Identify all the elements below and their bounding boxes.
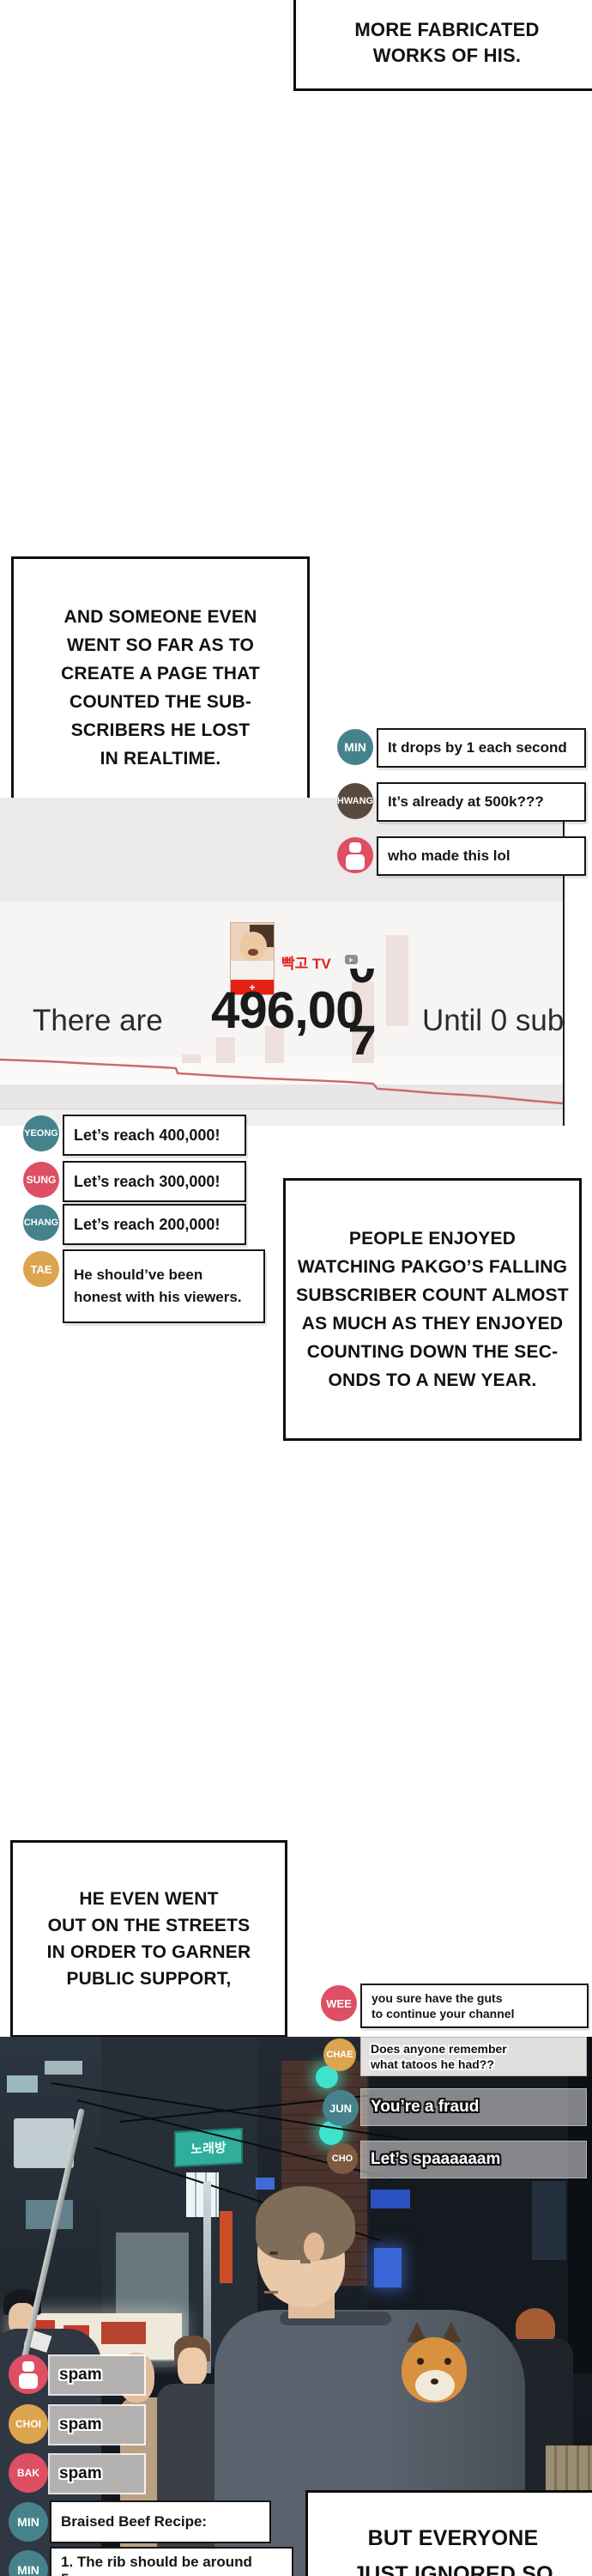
avatar-choi: CHOI [9,2404,48,2444]
chat-bubble: Braised Beef Recipe: [50,2500,271,2543]
avatar-face [239,932,267,961]
sign-red-text [101,2322,146,2344]
fox-nose [431,2379,438,2385]
chat-bubble: 1. The rib should be around 5cm... [50,2547,293,2576]
chat-bubble: Does anyone remember what tatoos he had?… [360,2037,587,2076]
avatar-chang: CHANG [23,1205,59,1241]
blue-sign [371,2190,410,2208]
decor-bar [386,935,408,1026]
decor-bar [352,981,374,1063]
chat-bubble: Let’s reach 400,000! [63,1115,246,1156]
neon-glow [26,2200,73,2229]
main-character-mouth [264,2291,278,2293]
avatar-label: MIN [344,740,366,754]
faint-sign [532,2181,566,2260]
decor-bar [265,1026,284,1063]
avatar-tae: TAE [23,1251,59,1287]
avatar-min: MIN [9,2550,48,2576]
pedestrian-orange-hair [516,2308,555,2344]
avatar-jun: JUN [323,2090,359,2126]
avatar-mouth [248,949,258,956]
narration-box-ignored: BUT EVERYONE JUST IGNORED SO [305,2490,592,2576]
count-value: 496,00 [211,981,365,1039]
pedestrian-body [157,2384,226,2576]
avatar-cho: CHO [327,2143,358,2174]
chat-bubble: who made this lol [377,836,586,876]
decor-bar [216,1037,235,1063]
avatar-min: MIN [337,729,373,765]
person-icon [19,2361,38,2389]
narration-box-streets: HE EVEN WENT OUT ON THE STREETS IN ORDER… [10,1840,287,2038]
count-suffix: Until 0 sub [422,1004,565,1037]
video-icon [345,955,358,964]
chat-bubble: Let’s reach 200,000! [63,1204,246,1245]
count-prefix: There are [33,1004,163,1037]
utility-pole [203,2181,211,2406]
avatar-label: HWANG [336,796,374,806]
fox-eye [444,2358,451,2365]
chat-bubble: spam [50,2455,144,2493]
subscribe-plus: + [249,981,256,993]
neon-glow [14,2118,74,2168]
chat-bubble: Let’s spaaaaaam [360,2141,587,2178]
red-vertical-sign [220,2211,233,2283]
avatar-yeong: YEONG [23,1115,59,1151]
avatar-hwang: HWANG [337,783,373,819]
rolling-digit-bottom: 7 [347,1015,377,1054]
panel-chart-band [0,1084,563,1109]
rolling-digit-top: 0 [347,969,378,996]
blue-sign-glow [374,2248,402,2287]
chat-bubble: You’re a fraud [360,2088,587,2126]
fox-muzzle [415,2370,455,2401]
building-center [101,2037,257,2367]
rolling-digit: 0 7 [347,969,378,1054]
narration-box-fabricated: MORE FABRICATED WORKS OF HIS. [293,0,592,91]
chat-bubble: It’s already at 500k??? [377,782,586,822]
chat-bubble: He should’ve been honest with his viewer… [63,1249,265,1323]
neon-glow [45,2061,82,2075]
channel-name: 빡고 TV [281,956,331,972]
chat-text: who made this lol [388,848,510,864]
chat-bubble: It drops by 1 each second [377,728,586,768]
neon-glow [7,2075,38,2093]
avatar-bak: BAK [9,2453,48,2493]
avatar-chae: CHAE [323,2038,356,2071]
avatar-anonymous [9,2354,48,2394]
pedestrian-face [178,2348,207,2385]
fox-eye [417,2358,424,2365]
chat-bubble: you sure have the guts to continue your … [360,1984,589,2028]
chat-bubble: Let’s reach 300,000! [63,1161,246,1202]
main-character-eye [269,2251,278,2255]
chat-bubble: spam [50,2406,144,2444]
main-character-ear [304,2233,324,2262]
decor-bar [182,1054,201,1063]
subscribe-strip: + [231,980,274,994]
avatar-shirt [231,961,274,980]
chat-text: It’s already at 500k??? [388,793,544,810]
avatar-wee: WEE [321,1985,357,2021]
narration-box-counter-page: AND SOMEONE EVEN WENT SO FAR AS TO CREAT… [11,556,310,819]
chat-bubble: spam [50,2356,144,2394]
avatar-min: MIN [9,2502,48,2542]
person-icon [346,842,365,870]
blue-sign-small [256,2178,275,2190]
subscriber-line-chart [0,1058,563,1105]
chat-text: It drops by 1 each second [388,739,567,756]
narration-box-people-enjoyed: PEOPLE ENJOYED WATCHING PAKGO’S FALLING … [283,1178,582,1441]
avatar-sung: SUNG [23,1162,59,1198]
channel-avatar: + [230,922,275,995]
avatar-anonymous [337,837,373,873]
